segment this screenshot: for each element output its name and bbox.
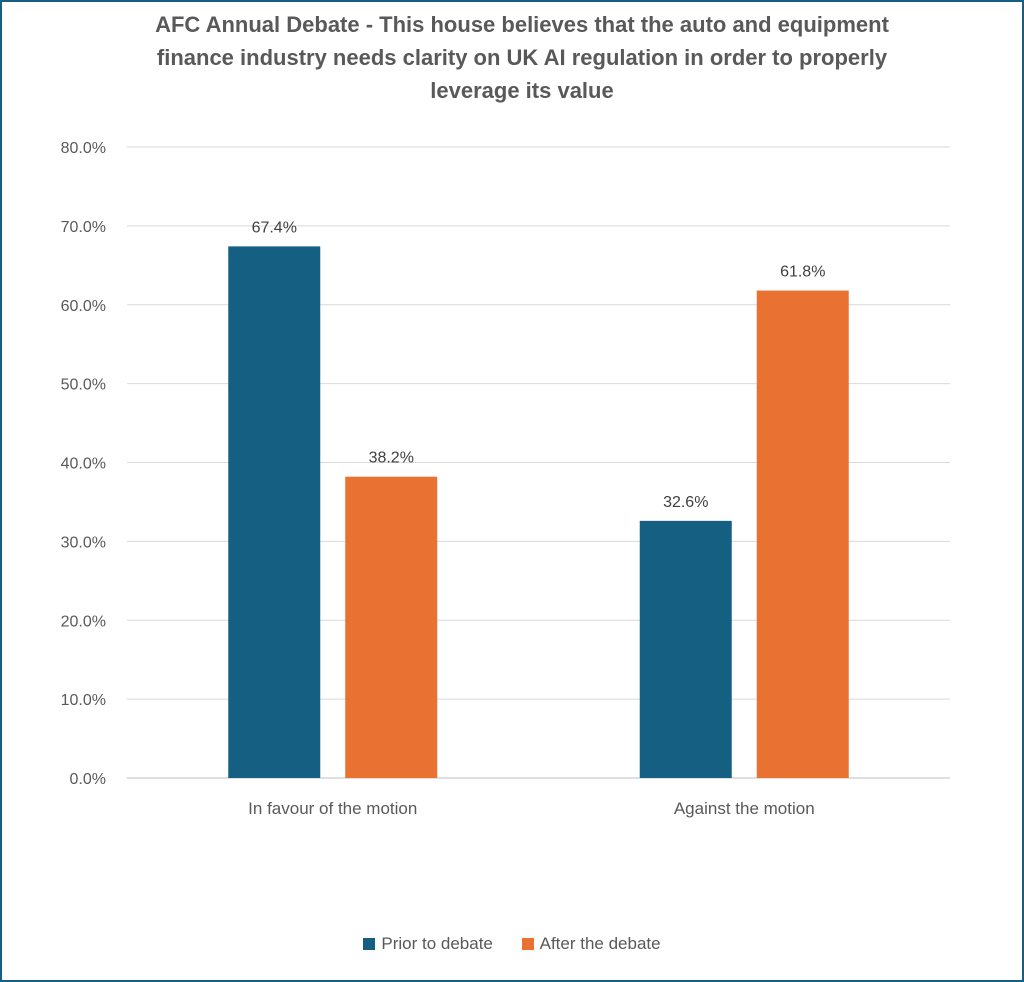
bar-prior <box>639 520 732 778</box>
legend-item-prior: Prior to debate <box>363 934 493 954</box>
legend-label-after: After the debate <box>539 934 661 953</box>
chart-title: AFC Annual Debate - This house believes … <box>155 12 889 103</box>
y-tick-label: 20.0% <box>61 613 106 630</box>
x-tick-label: In favour of the motion <box>248 799 417 818</box>
data-label: 38.2% <box>369 450 414 467</box>
legend: Prior to debate After the debate <box>2 934 1022 955</box>
bar-after <box>756 290 849 778</box>
y-tick-label: 50.0% <box>61 377 106 394</box>
legend-swatch-after <box>521 938 534 950</box>
y-tick-label: 0.0% <box>70 771 106 788</box>
y-tick-label: 10.0% <box>61 692 106 709</box>
bar-after <box>345 476 438 778</box>
data-label: 67.4% <box>252 219 297 236</box>
data-label: 61.8% <box>780 264 825 281</box>
bar-prior <box>228 246 321 778</box>
y-tick-label: 40.0% <box>61 456 106 473</box>
data-label: 32.6% <box>663 494 708 511</box>
y-tick-label: 30.0% <box>61 534 106 551</box>
x-tick-label: Against the motion <box>674 799 815 818</box>
y-tick-label: 60.0% <box>61 298 106 315</box>
legend-item-after: After the debate <box>521 934 661 954</box>
y-tick-label: 80.0% <box>61 140 106 157</box>
legend-label-prior: Prior to debate <box>381 934 493 953</box>
legend-swatch-prior <box>363 938 376 950</box>
y-tick-label: 70.0% <box>61 219 106 236</box>
